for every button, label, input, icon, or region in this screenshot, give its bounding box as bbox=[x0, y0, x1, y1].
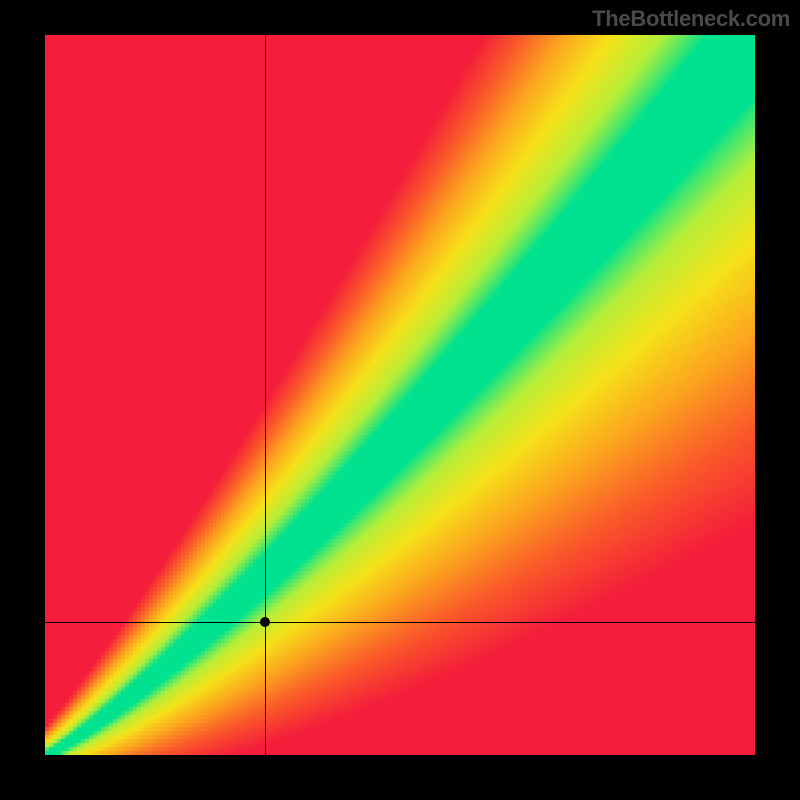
watermark-text: TheBottleneck.com bbox=[592, 6, 790, 32]
crosshair-marker bbox=[260, 617, 270, 627]
crosshair-vertical bbox=[265, 35, 266, 755]
heatmap-plot bbox=[45, 35, 755, 755]
crosshair-horizontal bbox=[45, 622, 755, 623]
heatmap-canvas bbox=[45, 35, 755, 755]
